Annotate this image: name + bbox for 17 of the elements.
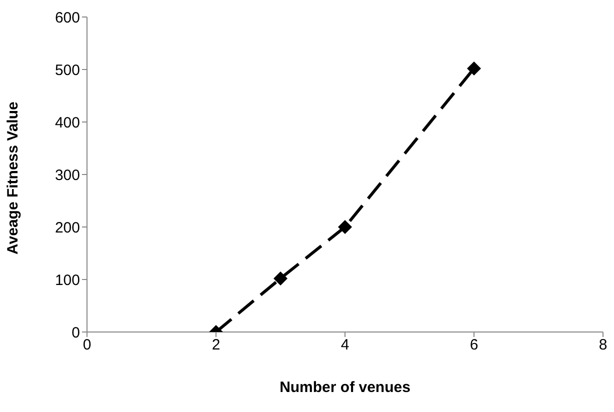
y-tick-label: 400 — [54, 114, 80, 132]
x-tick-label: 4 — [340, 336, 350, 354]
point — [467, 61, 481, 76]
point — [274, 271, 288, 286]
y-axis-title: Aveage Fitness Value — [4, 102, 22, 254]
y-tick-label: 0 — [72, 324, 80, 342]
x-axis-title: Number of venues — [280, 379, 410, 396]
x-tick-label: 8 — [598, 336, 608, 354]
x-tick-label: 2 — [212, 336, 220, 354]
y-tick-label: 300 — [54, 166, 80, 184]
x-tick-label: 0 — [82, 336, 92, 354]
y-tick-label: 600 — [54, 9, 80, 26]
y-tick-label: 200 — [54, 219, 80, 236]
point — [338, 220, 352, 234]
y-tick-label: 100 — [54, 272, 80, 289]
y-tick-label: 500 — [54, 62, 80, 79]
x-tick-label: 6 — [470, 336, 478, 354]
